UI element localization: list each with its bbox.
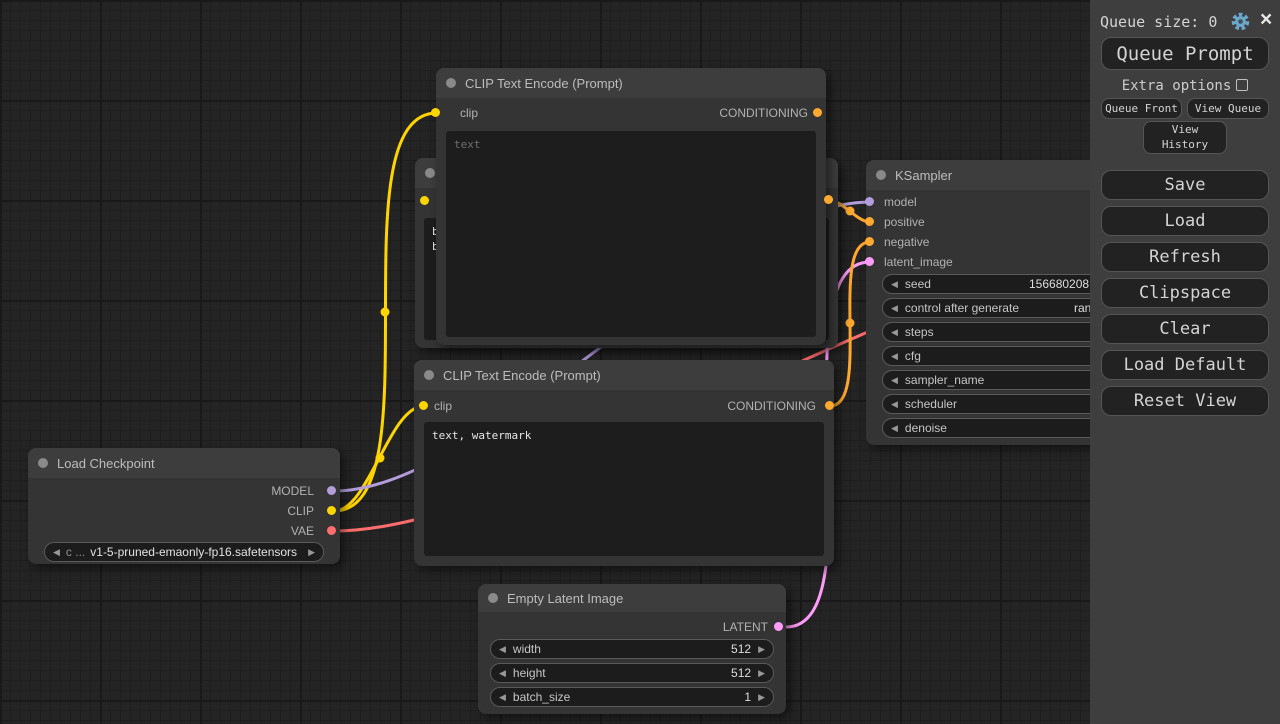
widget-cfg[interactable]: ◀ cfg bbox=[882, 346, 1126, 366]
collapse-dot-icon[interactable] bbox=[38, 458, 48, 468]
widget-label: control after generate bbox=[904, 301, 1019, 315]
link-midpoint-dot bbox=[375, 453, 385, 463]
clear-button[interactable]: Clear bbox=[1101, 314, 1269, 344]
queue-size-label: Queue size: 0 bbox=[1100, 13, 1218, 31]
settings-gear-icon[interactable] bbox=[1230, 11, 1251, 32]
widget-height[interactable]: ◀ height 512 ▶ bbox=[490, 663, 774, 683]
node-clip-text-encode-bottom[interactable]: CLIP Text Encode (Prompt) clip CONDITION… bbox=[414, 360, 834, 566]
collapse-dot-icon[interactable] bbox=[446, 78, 456, 88]
widget-value: 512 bbox=[731, 666, 752, 680]
node-title-bar[interactable]: Load Checkpoint bbox=[28, 448, 340, 478]
load-default-button[interactable]: Load Default bbox=[1101, 350, 1269, 380]
node-title: Load Checkpoint bbox=[57, 455, 155, 471]
collapse-dot-icon[interactable] bbox=[424, 370, 434, 380]
node-title: CLIP Text Encode (Prompt) bbox=[443, 367, 601, 383]
prompt-text: text, watermark bbox=[432, 429, 532, 442]
input-slot-label-latent-image: latent_image bbox=[884, 255, 953, 269]
decrement-arrow-icon[interactable]: ◀ bbox=[499, 643, 506, 654]
collapse-dot-icon[interactable] bbox=[876, 170, 886, 180]
decrement-arrow-icon[interactable]: ◀ bbox=[499, 667, 506, 678]
link-midpoint-dot bbox=[845, 318, 855, 328]
node-load-checkpoint[interactable]: Load Checkpoint MODEL CLIP VAE ◀ c ... v… bbox=[28, 448, 340, 564]
decrement-arrow-icon[interactable]: ◀ bbox=[891, 422, 898, 433]
node-title-bar[interactable]: CLIP Text Encode (Prompt) bbox=[414, 360, 834, 390]
input-slot-label-clip: clip bbox=[460, 106, 479, 120]
widget-label: cfg bbox=[904, 349, 921, 363]
decrement-arrow-icon[interactable]: ◀ bbox=[499, 691, 506, 702]
increment-arrow-icon[interactable]: ▶ bbox=[758, 643, 765, 654]
placeholder-text: text bbox=[454, 138, 481, 151]
node-clip-text-encode-top[interactable]: CLIP Text Encode (Prompt) clip CONDITION… bbox=[436, 68, 826, 345]
decrement-arrow-icon[interactable]: ◀ bbox=[891, 350, 898, 361]
collapse-dot-icon[interactable] bbox=[425, 168, 435, 178]
widget-label: height bbox=[512, 666, 546, 680]
prompt-textarea[interactable]: text bbox=[446, 131, 816, 337]
input-slot-label-positive: positive bbox=[884, 215, 925, 229]
view-queue-button[interactable]: View Queue bbox=[1187, 98, 1269, 119]
widget-value: ran bbox=[1074, 301, 1092, 315]
decrement-arrow-icon[interactable]: ◀ bbox=[891, 326, 898, 337]
comfy-menu: Queue size: 0 × Queue Prompt Extra optio… bbox=[1090, 0, 1280, 724]
widget-label: batch_size bbox=[512, 690, 571, 704]
output-slot-label-model: MODEL bbox=[271, 484, 314, 498]
output-slot-label-latent: LATENT bbox=[722, 620, 768, 634]
increment-arrow-icon[interactable]: ▶ bbox=[758, 667, 765, 678]
close-icon[interactable]: × bbox=[1260, 8, 1273, 31]
decrement-arrow-icon[interactable]: ◀ bbox=[891, 398, 898, 409]
node-title-bar[interactable]: Empty Latent Image bbox=[478, 584, 786, 612]
node-title-bar[interactable]: CLIP Text Encode (Prompt) bbox=[436, 68, 826, 98]
reset-view-button[interactable]: Reset View bbox=[1101, 386, 1269, 416]
widget-label: steps bbox=[904, 325, 934, 339]
widget-label: width bbox=[512, 642, 541, 656]
extra-options-label: Extra options bbox=[1121, 78, 1232, 94]
save-button[interactable]: Save bbox=[1101, 170, 1269, 200]
decrement-arrow-icon[interactable]: ◀ bbox=[891, 302, 898, 313]
decrement-arrow-icon[interactable]: ◀ bbox=[891, 374, 898, 385]
widget-steps[interactable]: ◀ steps bbox=[882, 322, 1126, 342]
output-slot-label-clip: CLIP bbox=[287, 504, 314, 518]
extra-options-checkbox[interactable] bbox=[1236, 79, 1249, 91]
widget-scheduler[interactable]: ◀ scheduler bbox=[882, 394, 1126, 414]
prompt-textarea[interactable]: text, watermark bbox=[424, 422, 824, 556]
output-slot-label-conditioning: CONDITIONING bbox=[727, 399, 816, 413]
load-button[interactable]: Load bbox=[1101, 206, 1269, 236]
node-title: KSampler bbox=[895, 167, 953, 183]
widget-value: 1566802081 bbox=[1029, 277, 1096, 291]
widget-label: sampler_name bbox=[904, 373, 985, 387]
next-option-arrow-icon[interactable]: ▶ bbox=[308, 546, 315, 557]
node-title: CLIP Text Encode (Prompt) bbox=[465, 75, 623, 91]
input-slot-label-clip: clip bbox=[434, 399, 453, 413]
link-midpoint-dot bbox=[380, 307, 390, 317]
increment-arrow-icon[interactable]: ▶ bbox=[758, 691, 765, 702]
link-midpoint-dot bbox=[845, 206, 855, 216]
node-title: Empty Latent Image bbox=[507, 590, 624, 606]
widget-value: 512 bbox=[731, 642, 752, 656]
widget-width[interactable]: ◀ width 512 ▶ bbox=[490, 639, 774, 659]
widget-control-after-generate[interactable]: ◀ control after generate ran bbox=[882, 298, 1126, 318]
extra-options-row: Extra options bbox=[1090, 78, 1280, 94]
input-slot-label-negative: negative bbox=[884, 235, 930, 249]
widget-denoise[interactable]: ◀ denoise bbox=[882, 418, 1126, 438]
widget-label: denoise bbox=[904, 421, 947, 435]
widget-label: seed bbox=[904, 277, 931, 291]
prev-option-arrow-icon[interactable]: ◀ bbox=[53, 546, 60, 557]
widget-label: scheduler bbox=[904, 397, 957, 411]
widget-batch-size[interactable]: ◀ batch_size 1 ▶ bbox=[490, 687, 774, 707]
collapse-dot-icon[interactable] bbox=[488, 593, 498, 603]
queue-prompt-button[interactable]: Queue Prompt bbox=[1101, 37, 1269, 70]
output-slot-label-vae: VAE bbox=[290, 524, 314, 538]
output-slot-label-conditioning: CONDITIONING bbox=[719, 106, 808, 120]
widget-value: 1 bbox=[744, 690, 752, 704]
widget-ckpt-name[interactable]: ◀ c ... v1-5-pruned-emaonly-fp16.safeten… bbox=[44, 542, 324, 562]
queue-front-button[interactable]: Queue Front bbox=[1101, 98, 1182, 119]
input-slot-label-model: model bbox=[884, 195, 917, 209]
clipspace-button[interactable]: Clipspace bbox=[1101, 278, 1269, 308]
node-empty-latent-image[interactable]: Empty Latent Image LATENT ◀ width 512 ▶ … bbox=[478, 584, 786, 714]
view-history-button[interactable]: View History bbox=[1143, 121, 1227, 154]
widget-value-prefix: c ... bbox=[65, 545, 86, 559]
refresh-button[interactable]: Refresh bbox=[1101, 242, 1269, 272]
decrement-arrow-icon[interactable]: ◀ bbox=[891, 278, 898, 289]
widget-value: v1-5-pruned-emaonly-fp16.safetensors bbox=[90, 545, 298, 559]
